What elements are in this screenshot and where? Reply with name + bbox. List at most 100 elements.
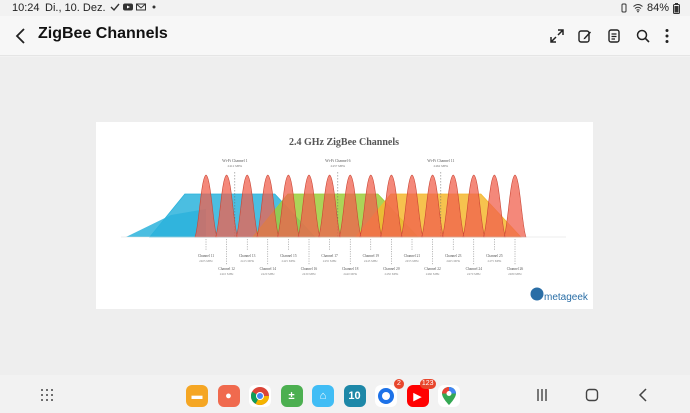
grid-icon [41, 389, 53, 401]
zigbee-channel-freq: 2450 MHz [385, 272, 399, 276]
youtube-notification-icon [123, 3, 133, 11]
expand-button[interactable] [546, 25, 568, 47]
zigbee-channel-label: Channel 12 [218, 267, 235, 271]
zigbee-channel-peak [297, 174, 321, 238]
zigbee-channel-label: Channel 11 [198, 254, 215, 258]
zigbee-channel-peak [194, 174, 218, 238]
apps-grid-button[interactable] [40, 388, 54, 402]
zigbee-channel-label: Channel 16 [301, 267, 318, 271]
zigbee-channel-label: Channel 21 [404, 254, 421, 258]
status-time: 10:24 [12, 2, 40, 14]
notification-badge: 123 [419, 379, 436, 389]
nav-back-button[interactable] [634, 387, 652, 403]
messages-icon [378, 388, 394, 404]
page-title: ZigBee Channels [38, 25, 168, 42]
check-icon [110, 3, 120, 12]
zigbee-channel-peak [215, 174, 239, 238]
zigbee-channel-freq: 2425 MHz [282, 259, 296, 263]
zigbee-channel-freq: 2405 MHz [199, 259, 213, 263]
zigbee-channel-freq: 2415 MHz [240, 259, 254, 263]
zigbee-channel-peak [235, 174, 259, 238]
contacts-icon: ● [225, 390, 232, 402]
notification-icons [110, 2, 159, 12]
more-icon [665, 29, 669, 43]
chart-image: 2.4 GHz ZigBee Channels Wi-Fi Channel 1 2… [96, 122, 593, 309]
zigbee-channel-peak [379, 174, 403, 238]
zigbee-channel-peak [318, 174, 342, 238]
recent-apps-button[interactable] [533, 387, 551, 403]
zigbee-channel-label: Channel 13 [239, 254, 256, 258]
zigbee-channel-freq: 2455 MHz [405, 259, 419, 263]
zigbee-channel-freq: 2440 MHz [343, 272, 357, 276]
messages-app[interactable]: 2 [375, 379, 404, 407]
home-icon [585, 388, 599, 402]
wifi-channel-label: Wi-Fi Channel 1 [222, 159, 247, 163]
zigbee-channel-peak [256, 174, 280, 238]
files-app[interactable]: ▬ [186, 385, 208, 407]
zigbee-channel-freq: 2470 MHz [467, 272, 481, 276]
zigbee-channel-label: Channel 23 [445, 254, 462, 258]
zigbee-channel-peak [503, 174, 527, 238]
search-icon [636, 29, 650, 43]
zigbee-channel-label: Channel 19 [363, 254, 380, 258]
zigbee-channel-label: Channel 26 [507, 267, 524, 271]
details-button[interactable] [603, 25, 625, 47]
status-bar: 10:24 Di., 10. Dez. 84% [0, 0, 690, 16]
status-right: 84% [619, 2, 680, 14]
zigbee-channel-peak [338, 174, 362, 238]
home-assistant-app[interactable]: ⌂ [312, 385, 334, 407]
mail-icon [136, 3, 146, 11]
maps-app[interactable] [438, 385, 460, 407]
battery-icon [673, 2, 680, 14]
zigbee-channel-label: Channel 22 [424, 267, 441, 271]
zigbee-channel-freq: 2445 MHz [364, 259, 378, 263]
zigbee-channel-freq: 2430 MHz [302, 272, 316, 276]
calculator-icon: ± [288, 390, 295, 402]
calendar-app[interactable]: 10 [343, 385, 366, 407]
zigbee-channel-label: Channel 14 [260, 267, 277, 271]
app-bar: ZigBee Channels [0, 16, 690, 56]
battery-percent: 84% [646, 2, 669, 14]
calendar-icon: 10 [348, 390, 361, 402]
zigbee-channel-freq: 2435 MHz [323, 259, 337, 263]
back-button[interactable] [10, 25, 32, 47]
zigbee-channel-peak [462, 174, 486, 238]
zigbee-channel-peak [482, 174, 506, 238]
edit-icon [578, 30, 591, 43]
status-date: Di., 10. Dez. [45, 2, 106, 14]
zigbee-channel-peak [359, 174, 383, 238]
zigbee-channel-peak [400, 174, 424, 238]
zigbee-channel-freq: 2465 MHz [446, 259, 460, 263]
wifi-channel-freq: 2437 MHz [331, 164, 346, 168]
back-icon [638, 388, 647, 402]
zigbee-channel-peak [421, 174, 445, 238]
notification-badge: 2 [394, 379, 404, 389]
calculator-app[interactable]: ± [280, 385, 303, 407]
youtube-icon: ▶ [413, 390, 422, 403]
expand-icon [550, 29, 564, 43]
zigbee-channel-freq: 2420 MHz [261, 272, 275, 276]
youtube-app[interactable]: ▶ 123 [406, 379, 436, 407]
zigbee-channel-freq: 2460 MHz [426, 272, 440, 276]
image-viewer[interactable]: 2.4 GHz ZigBee Channels Wi-Fi Channel 1 2… [0, 57, 690, 375]
zigbee-channel-label: Channel 24 [466, 267, 483, 271]
chevron-left-icon [15, 28, 25, 44]
wifi-channel-skirt [126, 209, 206, 237]
wifi-channel-freq: 2462 MHz [434, 164, 449, 168]
zigbee-channel-label: Channel 25 [486, 254, 503, 258]
dot-icon [152, 5, 156, 9]
zigbee-channel-peak [276, 174, 300, 238]
zigbee-channel-freq: 2475 MHz [488, 259, 502, 263]
wifi-channel-label: Wi-Fi Channel 6 [325, 159, 350, 163]
home-button[interactable] [583, 387, 601, 403]
search-button[interactable] [632, 25, 654, 47]
more-button[interactable] [656, 25, 678, 47]
edit-button[interactable] [574, 25, 596, 47]
chart-title: 2.4 GHz ZigBee Channels [289, 137, 399, 148]
maps-icon [442, 387, 456, 405]
contacts-app[interactable]: ● [217, 385, 240, 407]
recents-icon [537, 389, 547, 401]
document-icon [608, 29, 620, 43]
chrome-app[interactable] [249, 385, 271, 407]
